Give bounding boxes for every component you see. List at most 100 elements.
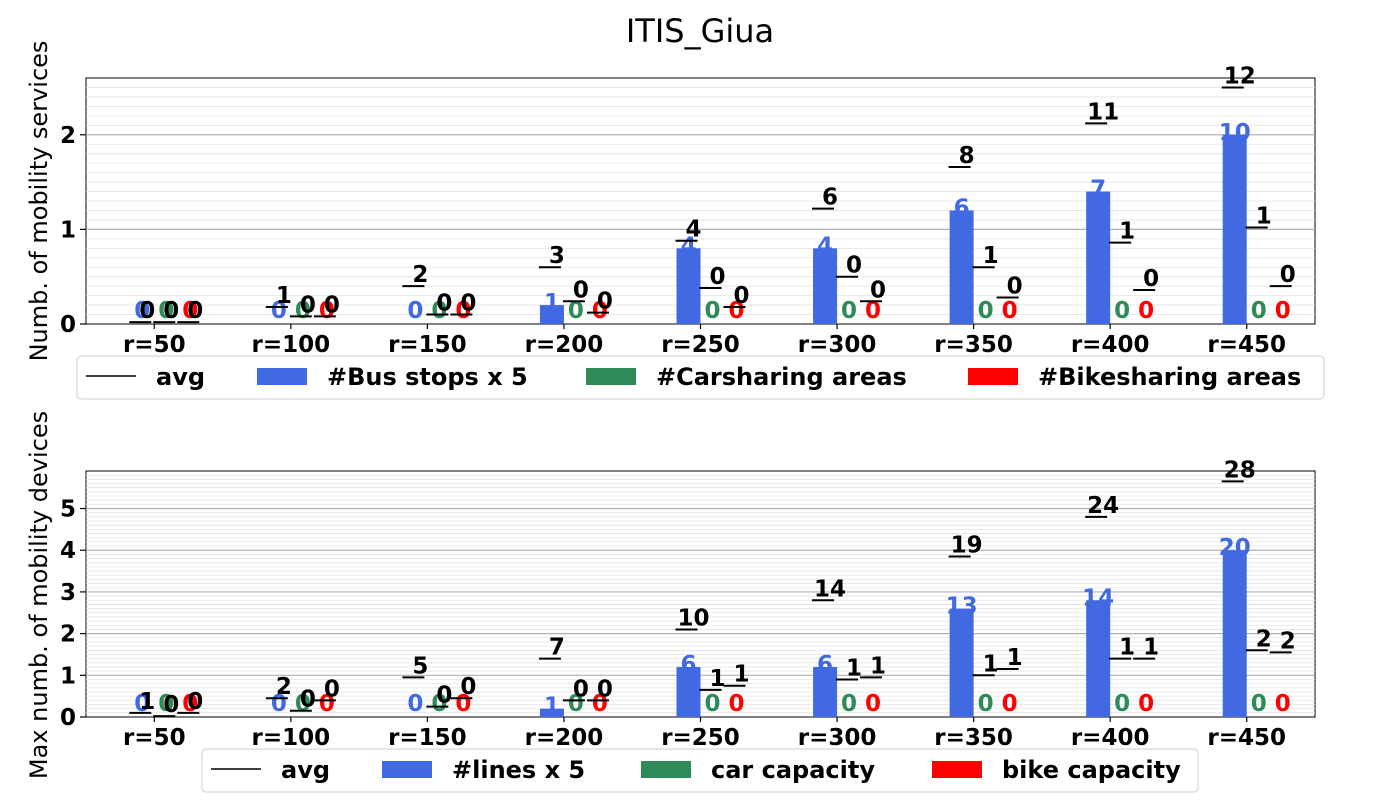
bottom-avg-label: 0 — [187, 689, 203, 715]
bottom-avg-label: 1 — [983, 651, 999, 677]
top-bar-bus-stops-x-5 — [1222, 134, 1247, 324]
bottom-value-label: 6 — [680, 652, 696, 678]
bottom-x-ticks: r=50 r=100 r=150 r=200 r=250 r=300 r=350 r=400 r… — [123, 717, 1286, 751]
top-legend: avg #Bus stops x 5 #Carsharing areas #Bi… — [76, 355, 1325, 400]
bottom-avg-label: 28 — [1224, 457, 1256, 483]
bottom-avg-label: 1 — [1007, 645, 1023, 671]
bottom-bar-lines-x-5 — [539, 708, 564, 717]
bottom-grid — [86, 474, 1315, 714]
top-avg-label: 0 — [597, 289, 613, 315]
bottom-legend: avg #lines x 5 car capacity bike capacit… — [201, 748, 1199, 793]
bottom-value-label: 0 — [978, 691, 994, 717]
top-avg-label: 0 — [163, 298, 179, 324]
bottom-y-axis-label: Max numb. of mobility devices — [25, 411, 53, 779]
bottom-value-label: 0 — [704, 691, 720, 717]
x-tick-label: r=100 — [252, 332, 331, 358]
top-avg-label: 0 — [1143, 266, 1159, 292]
x-tick-label: r=300 — [798, 332, 877, 358]
top-value-label: 0 — [1275, 298, 1291, 324]
top-avg-label: 0 — [300, 292, 316, 318]
top-value-label: 0 — [158, 298, 174, 324]
x-tick-label: r=450 — [1207, 725, 1286, 751]
bottom-avg-label: 1 — [139, 689, 155, 715]
x-tick-label: r=350 — [934, 725, 1013, 751]
bottom-value-label: 0 — [1138, 691, 1154, 717]
bottom-avg-label: 0 — [300, 687, 316, 713]
top-avg-label: 8 — [959, 143, 975, 169]
chart-title: ITIS_Giua — [626, 12, 774, 50]
top-avg-label: 1 — [276, 283, 292, 309]
bottom-avg-label: 0 — [597, 676, 613, 702]
top-value-label: 0 — [1114, 298, 1130, 324]
y-tick-label: 1 — [60, 217, 76, 243]
top-avg-label: 0 — [1007, 274, 1023, 300]
top-bar-bus-stops-x-5 — [539, 305, 564, 324]
bottom-value-label: 0 — [592, 691, 608, 717]
y-tick-label: 0 — [60, 705, 76, 731]
top-bar-bus-stops-x-5 — [949, 210, 974, 324]
top-legend-avg-label: avg — [156, 363, 205, 391]
top-value-label: 0 — [182, 298, 198, 324]
top-value-label: 0 — [592, 298, 608, 324]
bottom-avg-label: 19 — [951, 532, 983, 558]
bottom-avg-label: 24 — [1087, 493, 1119, 519]
top-legend-car-swatch — [586, 368, 636, 385]
x-tick-label: r=250 — [661, 332, 740, 358]
bottom-y-ticks: 0 1 2 3 4 5 — [60, 497, 86, 731]
top-avg-label: 0 — [573, 277, 589, 303]
top-value-label: 10 — [1219, 120, 1251, 146]
bottom-avg-label: 2 — [276, 674, 292, 700]
top-bar-bus-stops-x-5 — [813, 248, 838, 324]
x-tick-label: r=150 — [388, 332, 467, 358]
top-avg-label: 11 — [1087, 99, 1119, 125]
y-tick-label: 1 — [60, 663, 76, 689]
top-value-label: 0 — [455, 298, 471, 324]
top-value-label: 0 — [568, 298, 584, 324]
top-value-label: 0 — [1138, 298, 1154, 324]
bottom-legend-box — [201, 748, 1199, 793]
top-value-label: 0 — [704, 298, 720, 324]
top-value-label: 0 — [134, 298, 150, 324]
bottom-avg-label: 1 — [733, 662, 749, 688]
bottom-avg-label: 1 — [1119, 635, 1135, 661]
bottom-avg-label: 0 — [163, 692, 179, 718]
x-tick-label: r=250 — [661, 725, 740, 751]
top-bar-bus-stops-x-5 — [676, 248, 701, 324]
bottom-value-label: 6 — [817, 652, 833, 678]
bottom-legend-lines-label: #lines x 5 — [452, 756, 585, 784]
top-value-label: 0 — [728, 298, 744, 324]
bottom-avg-label: 0 — [460, 674, 476, 700]
top-legend-bike-swatch — [968, 368, 1018, 385]
bottom-avg-label: 0 — [573, 676, 589, 702]
top-y-ticks: 0 1 2 — [60, 123, 86, 338]
bottom-avg-label: 7 — [549, 635, 565, 661]
y-tick-label: 0 — [60, 312, 76, 338]
bottom-bar-lines-x-5 — [813, 666, 838, 717]
top-value-label: 0 — [978, 298, 994, 324]
top-legend-box — [76, 355, 1325, 400]
bottom-avg-label: 10 — [677, 605, 709, 631]
y-tick-label: 2 — [60, 622, 76, 648]
top-legend-car-label: #Carsharing areas — [656, 363, 907, 391]
bottom-avg-label: 0 — [436, 683, 452, 709]
top-value-label: 0 — [1002, 298, 1018, 324]
bottom-avg-label: 2 — [1280, 628, 1296, 654]
bottom-value-label: 0 — [1251, 691, 1267, 717]
x-tick-label: r=150 — [388, 725, 467, 751]
top-value-label: 0 — [407, 298, 423, 324]
top-avg-label: 0 — [870, 277, 886, 303]
bottom-legend-bike-label: bike capacity — [1002, 756, 1181, 784]
x-tick-label: r=50 — [123, 725, 186, 751]
bottom-legend-car-swatch — [641, 761, 691, 778]
bottom-avg-label: 1 — [870, 653, 886, 679]
bottom-avg-label: 1 — [846, 655, 862, 681]
bottom-avg-label: 1 — [1143, 635, 1159, 661]
bottom-legend-car-label: car capacity — [711, 756, 875, 784]
x-tick-label: r=350 — [934, 332, 1013, 358]
bottom-bar-lines-x-5 — [949, 608, 974, 717]
bottom-value-label: 13 — [946, 594, 978, 620]
top-value-label: 0 — [841, 298, 857, 324]
top-avg-label: 0 — [324, 292, 340, 318]
